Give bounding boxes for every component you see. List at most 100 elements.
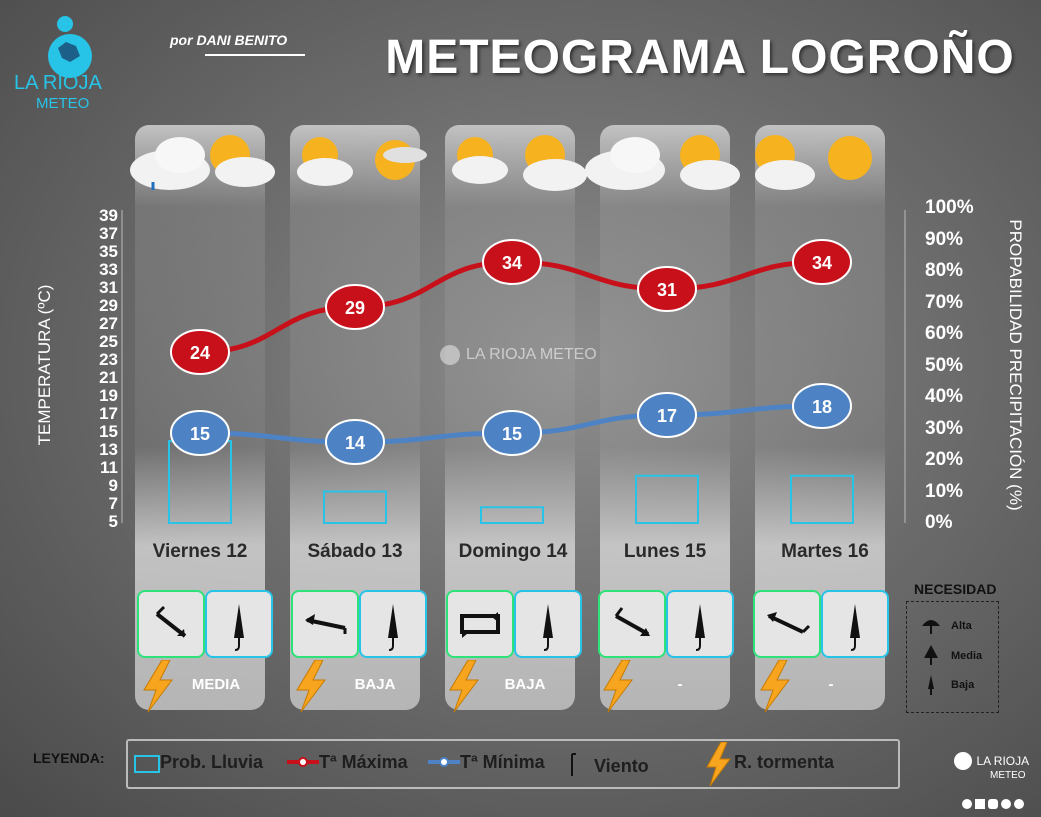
min-temp-label: 18 [812,397,832,417]
cloud-icon [130,137,210,190]
right-tick: 90% [925,228,964,250]
day-label-4: Lunes 15 [623,541,707,562]
sun-cloud-icon [297,137,353,186]
social-icons [962,796,1024,814]
right-tick: 10% [925,480,964,502]
left-tick: 5 [108,512,118,531]
wind-box-4 [598,590,666,658]
sun-cloud-icon [523,135,587,191]
need-1: MEDIA [191,676,241,693]
lightning-icon [706,742,731,787]
legend-swatch-rain [134,755,160,773]
left-tick: 35 [99,242,118,261]
wind-box-1 [137,590,205,658]
umbrella-closed-icon [234,604,244,651]
need-4: - [677,676,683,693]
wind-arrow-icon [155,605,187,638]
wind-arrow-icon [767,612,811,634]
cloud-icon [585,137,665,190]
facebook-icon[interactable] [962,799,972,809]
right-tick: 20% [925,449,964,470]
logo-name: LA RIOJA [14,72,102,94]
telegram-icon[interactable] [1001,799,1011,809]
umbrella-closed-icon [928,675,934,695]
right-tick: 80% [925,260,964,281]
umbrella-box-2 [359,590,427,658]
min-temp-marker [792,383,852,429]
legend-swatch-min [428,757,460,767]
day-label-2: Sábado 13 [307,541,403,562]
necesidad-alta: Alta [951,620,972,632]
logo-drop-icon [48,16,92,78]
max-temp-label: 31 [657,280,677,300]
legend-rain: Prob. Lluvia [160,752,264,772]
max-temp-label: 24 [190,343,210,363]
legend-wind: Viento [594,756,649,776]
wind-icon [571,753,576,776]
max-temp-marker [482,239,542,285]
umbrella-open-icon [922,620,940,634]
right-tick: 70% [925,291,964,313]
lightning-icon [760,660,790,713]
umbrella-half-icon [924,645,938,665]
lightning-icon [603,660,633,713]
left-tick: 17 [99,404,118,423]
lightning-icon [296,660,326,713]
footer-logo: LA RIOJA METEO [954,752,1029,781]
left-tick: 27 [99,314,118,333]
umbrella-closed-icon [388,604,398,651]
right-tick: 30% [925,417,964,439]
sun-cloud-icon [452,137,508,184]
lightning-icon [449,660,479,713]
left-tick: 9 [108,476,118,495]
need-3: BAJA [504,676,546,693]
page-title: METEOGRAMA LOGROÑO [385,31,1015,84]
need-5: - [828,676,834,693]
x-icon[interactable] [975,799,985,809]
umbrella-box-5 [821,590,889,658]
day-label-1: Viernes 12 [152,541,248,562]
min-temp-marker [325,419,385,465]
rain-bar [790,474,854,524]
umbrella-box-4 [666,590,734,658]
logo-sub: METEO [36,95,90,112]
sun-icon [828,136,872,180]
umbrella-closed-icon [850,604,860,651]
right-tick: 60% [925,323,964,344]
left-tick: 21 [99,368,118,387]
left-tick: 39 [99,206,118,225]
left-tick: 11 [100,458,118,477]
right-tick: 100% [925,197,974,218]
left-tick: 19 [99,386,118,405]
left-tick: 13 [99,440,118,459]
left-tick: 25 [99,332,118,351]
instagram-icon[interactable] [988,799,998,809]
min-temp-label: 14 [345,433,365,453]
whatsapp-icon[interactable] [1014,799,1024,809]
footer-logo-name: LA RIOJA [976,754,1030,769]
necesidad-baja: Baja [951,679,975,691]
wind-box-3 [446,590,514,658]
right-tick: 40% [925,386,964,407]
umbrella-box-3 [514,590,582,658]
min-temp-label: 17 [657,406,677,426]
rain-bar [635,474,699,524]
necesidad-box: Alta Media Baja [906,601,999,713]
min-temp-label: 15 [502,424,522,444]
max-temp-label: 34 [502,253,522,273]
author-underline [205,54,305,56]
left-tick: 33 [99,260,118,279]
sun-cloud-icon [680,135,740,190]
legend-max: Tª Máxima [319,752,408,772]
min-temp-marker [637,392,697,438]
left-tick: 31 [99,278,118,297]
min-temp-label: 15 [190,424,210,444]
sun-cloud-icon [755,135,815,190]
umbrella-box-1 [205,590,273,658]
rain-bar [323,490,387,524]
max-temp-marker [325,284,385,330]
min-temp-marker [482,410,542,456]
umbrella-closed-icon [543,604,553,651]
day-label-3: Domingo 14 [458,541,568,562]
